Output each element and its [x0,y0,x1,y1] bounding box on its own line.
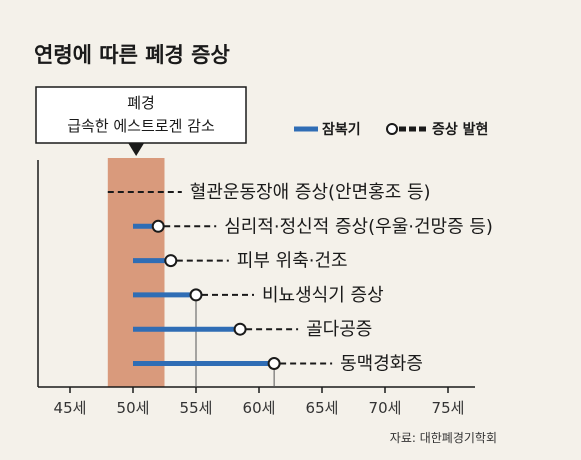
symptom-label: 피부 위축·건조 [237,251,348,272]
onset-marker [233,322,247,336]
symptom-label: 골다공증 [306,319,372,340]
callout-line2: 급속한 에스트로겐 감소 [67,117,215,135]
symptom-rows: 혈관운동장애 증상(안면홍조 등) 심리적·정신적 증상(우울·건망증 등) 피부 … [107,182,493,375]
x-tick-label: 65세 [306,399,339,417]
symptom-label: 비뇨생식기 증상 [262,285,384,306]
onset-marker [164,254,178,268]
symptom-row: 피부 위축·건조 [133,251,348,272]
onset-marker [189,288,203,302]
symptom-row: 동맥경화증 [133,354,423,375]
symptom-row: 골다공증 [133,319,372,340]
symptom-row: 심리적·정신적 증상(우울·건망증 등) [133,216,493,237]
symptom-row: 비뇨생식기 증상 [133,285,384,306]
x-tick-label: 45세 [54,399,87,417]
x-tick-label: 70세 [369,399,402,417]
legend: 잠복기 증상 발현 [294,121,488,138]
guide-lines [195,300,275,387]
callout-box: 폐경 급속한 에스트로겐 감소 [35,86,247,156]
x-tick-label: 60세 [243,399,276,417]
menopause-band [107,158,165,387]
x-tick-label: 50세 [117,399,150,417]
chart-title: 연령에 따른 폐경 증상 [34,43,230,67]
legend-symptom-label: 증상 발현 [432,121,488,138]
x-tick-label: 75세 [432,399,465,417]
symptom-label: 동맥경화증 [340,354,423,375]
source-note: 자료: 대한폐경기학회 [390,431,497,445]
symptom-label: 심리적·정신적 증상(우울·건망증 등) [224,216,493,237]
callout-line1: 폐경 [127,94,155,112]
x-tick-label: 55세 [180,399,213,417]
legend-latent-label: 잠복기 [322,121,361,138]
symptom-label: 혈관운동장애 증상(안면홍조 등) [190,182,431,203]
callout-pointer [128,143,145,156]
onset-marker [267,357,281,370]
legend-symptom-marker [386,123,398,135]
x-axis-ticks: 45세 50세 55세 60세 65세 70세 75세 [54,387,465,417]
symptom-row: 혈관운동장애 증상(안면홍조 등) [107,182,431,203]
onset-marker [151,219,165,233]
